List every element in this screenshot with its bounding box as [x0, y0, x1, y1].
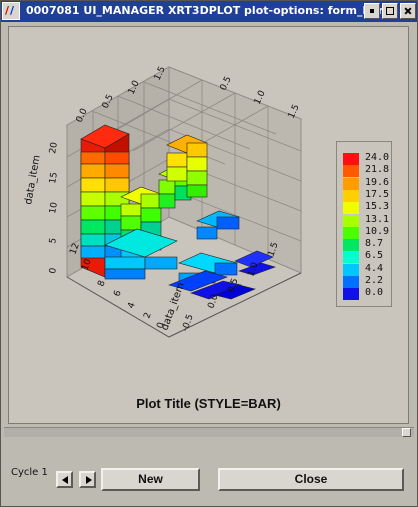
bar-chart-3d: data_item data_item data_item 0 5 10 15 …: [23, 65, 361, 338]
legend-swatch: [343, 288, 359, 301]
legend-swatch: [343, 202, 359, 215]
cycle-label: Cycle 1: [11, 467, 48, 478]
app-icon[interactable]: / /: [2, 2, 20, 20]
right-tick: 1.0: [246, 261, 260, 278]
z-tick: 10: [48, 201, 60, 214]
front-tick: 0: [155, 321, 166, 330]
front-tick: -0.5: [180, 313, 195, 333]
legend-label: 21.8: [365, 164, 390, 176]
z-tick: 5: [48, 237, 59, 244]
new-button[interactable]: New: [101, 468, 200, 491]
legend-label: 19.6: [365, 176, 390, 188]
legend-swatch: [343, 214, 359, 227]
legend-label: 0.0: [365, 287, 384, 299]
front-tick: 10: [80, 258, 93, 272]
color-legend: 24.0 21.8 19.6 17.5 15.3 13.1 10.9 8.7 6.5 4.4 2.2…: [336, 141, 392, 307]
legend-entry: 6.5: [343, 250, 389, 264]
z-tick: 0: [48, 267, 59, 275]
front-tick: 6: [112, 289, 123, 298]
legend-swatch: [343, 153, 359, 165]
scroll-thumb[interactable]: [402, 428, 411, 437]
close-icon[interactable]: [400, 3, 416, 19]
legend-entry: 17.5: [343, 188, 390, 202]
legend-label: 8.7: [365, 238, 384, 250]
legend-label: 10.9: [365, 225, 390, 237]
plot-area: data_item data_item data_item 0 5 10 15 …: [8, 26, 409, 424]
horizontal-scrollbar[interactable]: [4, 427, 414, 437]
front-tick: 8: [96, 279, 107, 288]
left-arrow-icon: [62, 476, 68, 484]
legend-entry: 21.8: [343, 164, 390, 178]
right-tick: 0.5: [226, 277, 240, 294]
legend-label: 4.4: [365, 262, 384, 274]
legend-label: 24.0: [365, 152, 390, 163]
legend-label: 17.5: [365, 188, 390, 200]
top-tick: 0.5: [219, 75, 234, 92]
next-button[interactable]: [79, 471, 96, 488]
legend-swatch: [343, 226, 359, 239]
plot-title: Plot Title (STYLE=BAR): [136, 396, 281, 411]
window-title: 0007081 UI_MANAGER XRT3DPLOT plot-option…: [26, 4, 384, 17]
legend-entry: 24.0: [343, 152, 390, 165]
z-tick: 15: [48, 172, 60, 185]
right-tick: 1.5: [266, 241, 280, 258]
legend-entry: 8.7: [343, 238, 389, 252]
top-tick: 1.0: [253, 89, 268, 106]
legend-entry: 10.9: [343, 225, 390, 239]
front-tick: 12: [68, 242, 81, 256]
legend-entry: 15.3: [343, 201, 390, 215]
legend-entry: 13.1: [343, 213, 390, 227]
legend-swatch: [343, 165, 359, 178]
right-tick: 0.0: [206, 293, 220, 310]
maximize-icon[interactable]: [382, 3, 398, 19]
legend-label: 15.3: [365, 201, 390, 213]
legend-entry: 0.0: [343, 287, 389, 301]
title-bar[interactable]: / / 0007081 UI_MANAGER XRT3DPLOT plot-op…: [0, 0, 418, 22]
top-tick: 1.5: [287, 103, 302, 120]
minimize-icon[interactable]: [364, 3, 380, 19]
legend-swatch: [343, 251, 359, 264]
z-tick: 20: [48, 141, 60, 154]
front-tick: 2: [142, 311, 153, 320]
legend-label: 13.1: [365, 213, 390, 225]
legend-swatch: [343, 177, 359, 190]
close-button[interactable]: Close: [218, 468, 404, 491]
legend-entry: 4.4: [343, 262, 389, 276]
legend-swatch: [343, 239, 359, 252]
previous-button[interactable]: [56, 471, 73, 488]
z-axis-label: data_item: [23, 154, 43, 205]
legend-swatch: [343, 276, 359, 288]
right-arrow-icon: [86, 476, 92, 484]
legend-label: 6.5: [365, 250, 384, 262]
legend-entry: 2.2: [343, 275, 389, 288]
legend-entry: 19.6: [343, 176, 390, 190]
legend-swatch: [343, 263, 359, 276]
legend-swatch: [343, 189, 359, 202]
legend-label: 2.2: [365, 275, 384, 286]
front-tick: 4: [126, 301, 137, 310]
